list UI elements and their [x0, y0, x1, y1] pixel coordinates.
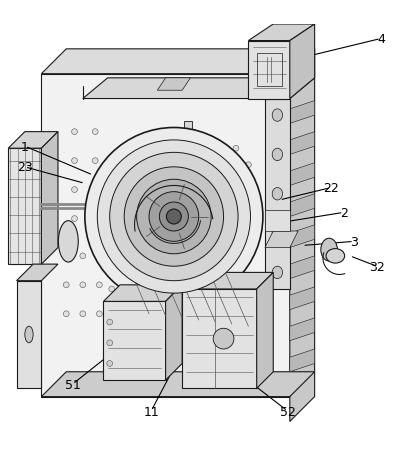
Circle shape — [92, 158, 98, 164]
Circle shape — [80, 311, 85, 317]
Polygon shape — [8, 149, 41, 264]
Text: 52: 52 — [279, 405, 295, 418]
Circle shape — [92, 130, 98, 135]
Circle shape — [96, 253, 102, 259]
Polygon shape — [157, 79, 190, 91]
Polygon shape — [289, 132, 314, 155]
Text: 51: 51 — [64, 378, 80, 391]
Polygon shape — [182, 273, 273, 289]
Bar — [184, 122, 191, 149]
Polygon shape — [41, 132, 58, 264]
Text: 1: 1 — [21, 140, 29, 153]
Ellipse shape — [272, 188, 282, 200]
Circle shape — [96, 311, 102, 317]
Polygon shape — [165, 285, 182, 380]
Polygon shape — [289, 349, 314, 372]
Polygon shape — [289, 194, 314, 217]
Polygon shape — [182, 289, 256, 388]
Circle shape — [71, 130, 77, 135]
Polygon shape — [264, 211, 289, 232]
Ellipse shape — [272, 110, 282, 122]
Polygon shape — [289, 25, 314, 99]
Text: 22: 22 — [323, 181, 338, 194]
Ellipse shape — [272, 267, 282, 279]
Polygon shape — [248, 42, 289, 99]
Ellipse shape — [109, 186, 138, 227]
Circle shape — [97, 141, 250, 294]
Circle shape — [213, 329, 233, 349]
Polygon shape — [41, 372, 314, 397]
Polygon shape — [83, 79, 306, 99]
Polygon shape — [289, 225, 314, 248]
Polygon shape — [289, 163, 314, 186]
Circle shape — [85, 128, 262, 306]
Circle shape — [228, 171, 234, 176]
Text: 3: 3 — [349, 235, 357, 248]
Circle shape — [63, 253, 69, 259]
Ellipse shape — [272, 149, 282, 161]
Circle shape — [107, 319, 112, 325]
Circle shape — [166, 210, 181, 225]
Circle shape — [149, 192, 198, 242]
Circle shape — [63, 282, 69, 288]
Ellipse shape — [91, 157, 157, 257]
Circle shape — [107, 340, 112, 346]
Circle shape — [80, 282, 85, 288]
Ellipse shape — [25, 326, 33, 343]
Ellipse shape — [58, 221, 78, 263]
Circle shape — [71, 216, 77, 222]
Circle shape — [96, 282, 102, 288]
Circle shape — [159, 203, 188, 232]
Polygon shape — [289, 257, 314, 279]
Circle shape — [233, 146, 238, 152]
Circle shape — [245, 163, 251, 168]
Text: 2: 2 — [339, 206, 347, 219]
Polygon shape — [264, 232, 297, 248]
Polygon shape — [17, 264, 58, 281]
Ellipse shape — [320, 239, 337, 262]
Circle shape — [136, 180, 211, 254]
Polygon shape — [289, 287, 314, 310]
Circle shape — [109, 253, 114, 259]
Text: 32: 32 — [368, 260, 384, 273]
Circle shape — [124, 168, 223, 267]
Circle shape — [63, 311, 69, 317]
Ellipse shape — [272, 227, 282, 240]
Polygon shape — [248, 25, 314, 42]
Polygon shape — [289, 101, 314, 124]
Text: 23: 23 — [17, 161, 33, 174]
Polygon shape — [289, 318, 314, 341]
Polygon shape — [289, 50, 314, 421]
Polygon shape — [264, 99, 289, 289]
Circle shape — [109, 270, 114, 275]
Polygon shape — [103, 302, 165, 380]
Circle shape — [109, 153, 237, 281]
Polygon shape — [103, 285, 182, 302]
Text: 4: 4 — [376, 33, 384, 46]
Circle shape — [109, 287, 114, 292]
Polygon shape — [256, 273, 273, 388]
Ellipse shape — [99, 169, 149, 244]
Circle shape — [233, 195, 238, 201]
Polygon shape — [264, 79, 314, 99]
Ellipse shape — [325, 249, 344, 263]
Circle shape — [80, 253, 85, 259]
Circle shape — [71, 188, 77, 193]
Circle shape — [71, 158, 77, 164]
Polygon shape — [8, 132, 58, 149]
Polygon shape — [41, 50, 314, 75]
Text: 11: 11 — [143, 405, 159, 418]
Circle shape — [107, 361, 112, 367]
Circle shape — [92, 216, 98, 222]
Polygon shape — [41, 75, 289, 397]
Polygon shape — [17, 281, 41, 388]
